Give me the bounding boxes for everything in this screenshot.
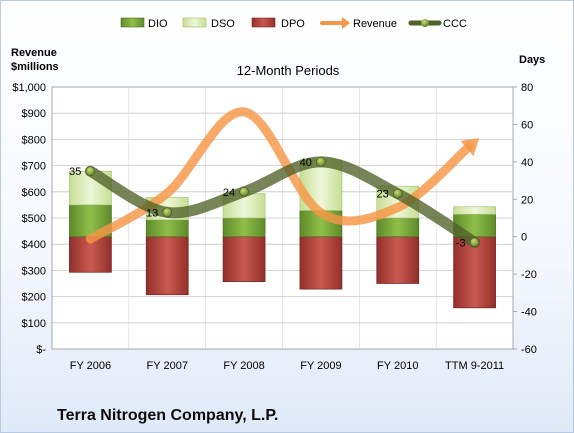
legend-swatch-dso <box>182 17 207 28</box>
right-tick-label: 60 <box>521 119 533 131</box>
category-label: TTM 9-2011 <box>445 360 504 372</box>
plot-area: 35 13 24 40 23 -3 <box>51 86 514 350</box>
ccc-point <box>392 188 403 199</box>
axis-ticks: $- $100 $200 $300 $400 $500 $600 $700 $800 $900 $1… <box>12 82 537 372</box>
legend-swatch-dpo <box>251 17 276 28</box>
right-tick-label: 20 <box>521 194 533 206</box>
ccc-point <box>239 187 249 197</box>
ccc-point <box>469 237 480 248</box>
right-tick-label: 80 <box>521 82 533 94</box>
right-axis-title: Days <box>519 54 545 66</box>
left-tick-label: $500 <box>22 213 46 225</box>
bar-dio <box>222 217 266 238</box>
ccc-point <box>85 166 96 177</box>
bar-dpo <box>145 236 189 296</box>
bar-dpo <box>222 236 266 282</box>
ccc-data-label: -3 <box>456 237 466 249</box>
ccc-point <box>316 157 326 167</box>
left-axis-title-line1: Revenue <box>11 47 57 59</box>
bar-dio <box>145 219 189 238</box>
category-label: FY 2010 <box>377 360 418 372</box>
legend-label-dpo: DPO <box>281 18 305 30</box>
bar-dpo <box>376 236 420 284</box>
bar-dio <box>376 217 420 238</box>
left-tick-label: $400 <box>22 239 46 251</box>
right-tick-label: -60 <box>521 344 537 356</box>
bar-dpo <box>453 236 496 309</box>
revenue-arrowhead <box>460 138 480 157</box>
left-tick-label: $1,000 <box>12 82 46 94</box>
category-label: FY 2009 <box>300 360 341 372</box>
left-tick-label: $300 <box>22 265 46 277</box>
ccc-data-label: 24 <box>223 187 235 199</box>
ccc-line <box>84 156 481 248</box>
right-tick-label: 0 <box>521 232 527 244</box>
right-tick-label: -40 <box>521 307 537 319</box>
left-tick-label: $200 <box>22 292 46 304</box>
chart-title: 12-Month Periods <box>237 63 340 78</box>
category-label: FY 2007 <box>147 360 188 372</box>
legend-label-revenue: Revenue <box>353 18 397 30</box>
legend-label-dio: DIO <box>148 18 168 30</box>
ccc-data-label: 23 <box>377 189 389 201</box>
legend-label-dso: DSO <box>211 18 235 30</box>
bar-dpo <box>299 236 343 290</box>
right-tick-label: 40 <box>521 157 533 169</box>
left-tick-label: $900 <box>22 108 46 120</box>
ccc-data-label: 13 <box>146 207 158 219</box>
left-tick-label: $600 <box>22 187 46 199</box>
legend: DIO DSO DPO Revenue CCC <box>120 17 467 30</box>
category-label: FY 2008 <box>223 360 264 372</box>
left-tick-label: $100 <box>22 318 46 330</box>
plot-border <box>51 86 514 350</box>
legend-swatch-dio <box>120 17 145 28</box>
left-tick-label: $700 <box>22 161 46 173</box>
revenue-line <box>85 107 473 244</box>
ccc-data-label: 35 <box>69 166 81 178</box>
left-tick-label: $800 <box>22 134 46 146</box>
company-name: Terra Nitrogen Company, L.P. <box>57 407 278 424</box>
ccc-point <box>162 207 173 218</box>
legend-label-ccc: CCC <box>443 18 467 30</box>
category-label: FY 2006 <box>70 360 111 372</box>
bar-dso <box>453 206 496 215</box>
ccc-data-label: 40 <box>300 157 312 169</box>
legend-arrowhead-revenue <box>342 17 350 29</box>
left-tick-label: $- <box>36 344 46 356</box>
left-axis-title-line2: $millions <box>11 61 59 73</box>
legend-marker-ccc <box>421 19 429 27</box>
right-tick-label: -20 <box>521 269 537 281</box>
